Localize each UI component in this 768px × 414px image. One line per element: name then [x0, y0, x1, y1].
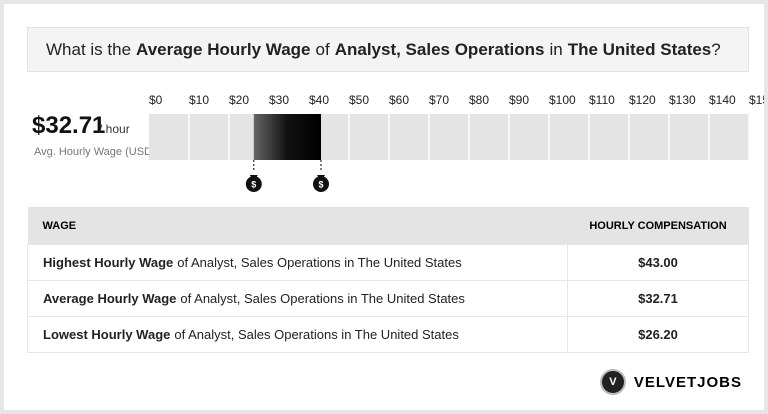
wage-table: WAGE HOURLY COMPENSATION Highest Hourly …: [27, 207, 749, 353]
wage-label-bold: Highest Hourly Wage: [43, 255, 174, 270]
column-header: HOURLY COMPENSATION: [567, 207, 749, 245]
summary-value: $32.71: [32, 112, 106, 139]
wage-scale: $0 $10 $20 $30 $40 $50 $60 $70 $80 $90 $100 $110 $12…: [149, 93, 768, 192]
table-row: Lowest Hourly Wage of Analyst, Sales Oper…: [27, 316, 749, 353]
brand-name: VELVETJOBS: [633, 373, 742, 391]
title-part: ?: [711, 40, 721, 59]
x-tick-label: $70: [429, 93, 449, 107]
money-bag-sign: $: [251, 179, 256, 189]
wage-range: [253, 114, 321, 160]
money-bag: [313, 176, 329, 192]
wage-label-rest: of Analyst, Sales Operations in The Unit…: [177, 255, 462, 270]
brand: V VELVETJOBS: [599, 369, 742, 395]
x-tick-label: $150+: [749, 93, 768, 107]
column-header: WAGE: [27, 207, 568, 245]
x-tick-label: $140: [709, 93, 736, 107]
summary-unit: / hour: [99, 122, 130, 136]
x-tick-label: $20: [229, 93, 249, 107]
wage-label: Lowest Hourly Wage of Analyst, Sales Oper…: [27, 316, 568, 353]
x-tick-label: $120: [629, 93, 656, 107]
money-bag-sign: $: [318, 179, 323, 189]
title-part: Average Hourly Wage: [136, 40, 311, 59]
x-tick-label: $50: [349, 93, 369, 107]
wage-label-rest: of Analyst, Sales Operations in The Unit…: [174, 327, 459, 342]
x-tick-label: $60: [389, 93, 409, 107]
x-tick-label: $30: [269, 93, 289, 107]
table-row: Highest Hourly Wage of Analyst, Sales Ope…: [27, 244, 749, 281]
brand-logo: V: [599, 369, 626, 395]
title-part: of: [315, 40, 330, 59]
wage-value: $43.00: [567, 244, 749, 281]
title-part: in: [549, 40, 563, 59]
wage-label-rest: of Analyst, Sales Operations in The Unit…: [180, 291, 465, 306]
x-tick-label: $80: [469, 93, 489, 107]
table-row: Average Hourly Wage of Analyst, Sales Ope…: [27, 280, 749, 317]
wage-label: Highest Hourly Wage of Analyst, Sales Ope…: [27, 244, 568, 281]
x-tick-label: $0: [149, 93, 163, 107]
wage-label-bold: Lowest Hourly Wage: [43, 327, 171, 342]
money-bag-top: [249, 175, 258, 178]
money-bag-top: [317, 175, 325, 178]
title-part: Analyst, Sales Operations: [334, 40, 545, 59]
wage-value: $32.71: [567, 280, 749, 317]
money-bag: [245, 176, 262, 192]
x-tick-label: $130: [669, 93, 696, 107]
title-part: What is the: [46, 40, 132, 59]
title: What is the Average Hourly Wage of Analyst,…: [27, 27, 749, 72]
scale-background: [149, 114, 749, 160]
wage-label: Average Hourly Wage of Analyst, Sales Ope…: [27, 280, 568, 317]
x-tick-label: $10: [189, 93, 209, 107]
title-part: The United States: [567, 40, 712, 59]
x-tick-label: $40: [309, 93, 329, 107]
x-tick-label: $100: [549, 93, 576, 107]
x-tick-label: $90: [509, 93, 529, 107]
summary-caption: Avg. Hourly Wage (USD): [34, 146, 156, 158]
wage-value: $26.20: [567, 316, 749, 353]
wage-label-bold: Average Hourly Wage: [43, 291, 177, 306]
x-tick-label: $110: [589, 93, 615, 107]
